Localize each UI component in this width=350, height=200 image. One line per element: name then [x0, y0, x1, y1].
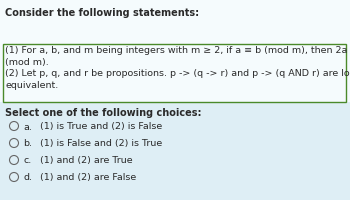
Text: a.: a. — [23, 122, 32, 131]
Text: (2) Let p, q, and r be propositions. p -> (q -> r) and p -> (q AND r) are logica: (2) Let p, q, and r be propositions. p -… — [5, 69, 350, 78]
Text: Consider the following statements:: Consider the following statements: — [5, 8, 199, 18]
Text: Select one of the following choices:: Select one of the following choices: — [5, 107, 202, 117]
Text: c.: c. — [23, 156, 31, 165]
Text: (1) and (2) are False: (1) and (2) are False — [40, 173, 136, 182]
Text: d.: d. — [23, 173, 32, 182]
FancyBboxPatch shape — [3, 45, 346, 102]
Text: (1) For a, b, and m being integers with m ≥ 2, if a ≡ b (mod m), then 2a ≡ (a + : (1) For a, b, and m being integers with … — [5, 46, 350, 55]
Text: (1) and (2) are True: (1) and (2) are True — [40, 156, 133, 165]
Text: (1) is True and (2) is False: (1) is True and (2) is False — [40, 122, 162, 131]
Text: (1) is False and (2) is True: (1) is False and (2) is True — [40, 139, 162, 148]
Bar — [0, 0, 350, 102]
Text: b.: b. — [23, 139, 32, 148]
Bar — [0, 0, 350, 14]
Text: (mod m).: (mod m). — [5, 58, 49, 67]
Text: equivalent.: equivalent. — [5, 81, 58, 90]
